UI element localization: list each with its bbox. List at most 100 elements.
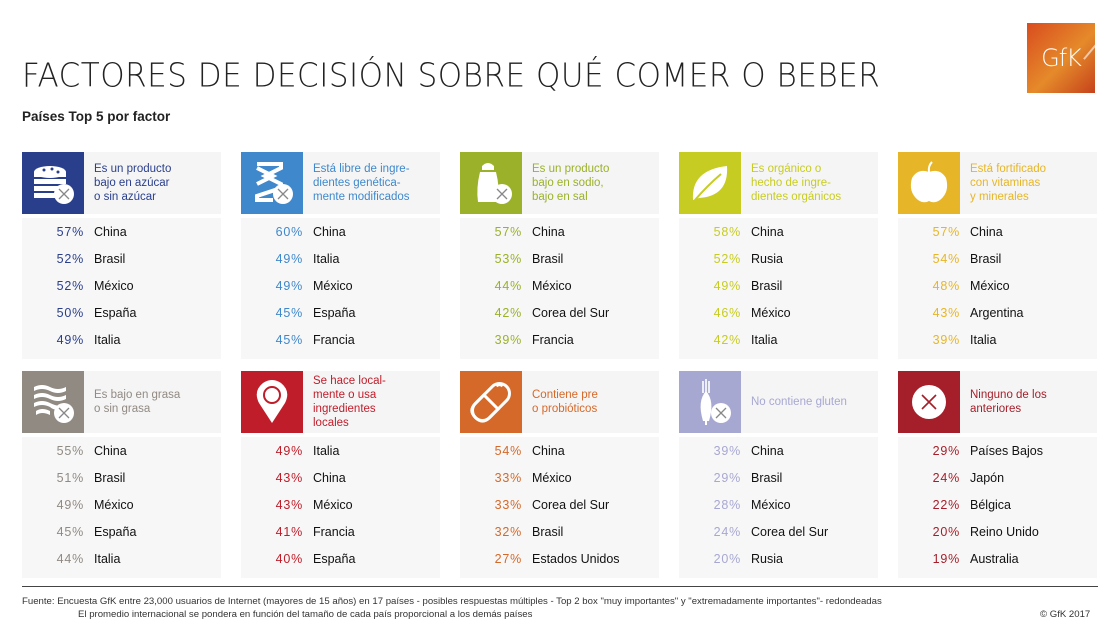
percentage-value: 44% [56,552,84,566]
percentage-value: 32% [494,525,522,539]
factor-header: Es un producto bajo en sodio, bajo en sa… [460,152,659,214]
ranking-row: 42% Italia [679,333,878,353]
percentage-value: 40% [275,552,303,566]
ranking-row: 49% Italia [22,333,221,353]
country-name: Corea del Sur [532,306,610,320]
factor-label: Es bajo en grasa o sin grasa [94,389,181,415]
country-name: México [970,279,1010,293]
percentage-value: 39% [713,444,741,458]
ranking-row: 20% Rusia [679,552,878,572]
percentage-value: 43% [275,498,303,512]
factor-header: Se hace local- mente o usa ingredientes … [241,371,440,433]
ranking-row: 50% España [22,306,221,326]
percentage-value: 58% [713,225,741,239]
country-name: Corea del Sur [532,498,610,512]
country-name: Rusia [751,252,783,266]
factor-label: Ninguno de los anteriores [970,389,1047,415]
percentage-value: 42% [713,333,741,347]
ranking-row: 42% Corea del Sur [460,306,659,326]
ranking-row: 24% Japón [898,471,1097,491]
ranking-row: 19% Australia [898,552,1097,572]
ranking-row: 46% México [679,306,878,326]
country-name: Italia [970,333,997,347]
ranking-row: 41% Francia [241,525,440,545]
factor-header: Ninguno de los anteriores [898,371,1097,433]
country-name: España [313,552,356,566]
bacon-no-fat-icon [22,371,84,433]
percentage-value: 27% [494,552,522,566]
percentage-value: 49% [275,279,303,293]
country-name: México [532,279,572,293]
factor-header: Contiene pre o probióticos [460,371,659,433]
percentage-value: 48% [932,279,960,293]
factor-label: Contiene pre o probióticos [532,389,598,415]
capsule-icon [460,371,522,433]
percentage-value: 49% [713,279,741,293]
ranking-row: 43% Argentina [898,306,1097,326]
ranking-row: 57% China [22,225,221,245]
percentage-value: 43% [275,471,303,485]
percentage-value: 50% [56,306,84,320]
page-subtitle: Países Top 5 por factor [22,109,171,124]
country-name: Reino Unido [970,525,1039,539]
ranking-row: 55% China [22,444,221,464]
ranking-row: 28% México [679,498,878,518]
ranking-row: 39% Italia [898,333,1097,353]
apple-icon [898,152,960,214]
country-name: México [313,498,353,512]
ranking-row: 29% Países Bajos [898,444,1097,464]
factor-header: Está libre de ingre- dientes genética- m… [241,152,440,214]
country-name: China [313,471,346,485]
page-title: FACTORES DE DECISIÓN SOBRE QUÉ COMER O B… [22,57,881,95]
percentage-value: 52% [56,279,84,293]
percentage-value: 29% [932,444,960,458]
country-name: España [94,306,137,320]
country-name: Brasil [94,471,126,485]
footer-divider [22,586,1098,587]
percentage-value: 42% [494,306,522,320]
percentage-value: 57% [932,225,960,239]
ranking-row: 54% Brasil [898,252,1097,272]
country-name: España [313,306,356,320]
location-pin-icon [241,371,303,433]
ranking-row: 53% Brasil [460,252,659,272]
factor-card: Está libre de ingre- dientes genética- m… [241,152,440,359]
percentage-value: 28% [713,498,741,512]
percentage-value: 57% [494,225,522,239]
percentage-value: 57% [56,225,84,239]
factor-ranking: 57% China 54% Brasil 48% México 43% Argentina 39… [898,218,1097,359]
country-name: Italia [94,333,121,347]
factor-card: Es orgánico o hecho de ingre- dientes or… [679,152,878,359]
ranking-row: 32% Brasil [460,525,659,545]
ranking-row: 40% España [241,552,440,572]
country-name: Francia [313,525,355,539]
ranking-row: 57% China [460,225,659,245]
percentage-value: 49% [275,252,303,266]
ranking-row: 58% China [679,225,878,245]
percentage-value: 39% [932,333,960,347]
ranking-row: 57% China [898,225,1097,245]
factor-ranking: 49% Italia 43% China 43% México 41% Francia 40% E… [241,437,440,578]
percentage-value: 43% [932,306,960,320]
ranking-row: 33% México [460,471,659,491]
cake-no-sugar-icon [22,152,84,214]
ranking-row: 49% Italia [241,252,440,272]
factor-label: Es un producto bajo en azúcar o sin azúc… [94,163,172,203]
ranking-row: 49% Italia [241,444,440,464]
country-name: China [313,225,346,239]
ranking-row: 49% Brasil [679,279,878,299]
percentage-value: 54% [494,444,522,458]
ranking-row: 51% Brasil [22,471,221,491]
country-name: México [313,279,353,293]
ranking-row: 44% México [460,279,659,299]
country-name: México [94,498,134,512]
country-name: Brasil [532,525,564,539]
percentage-value: 33% [494,498,522,512]
x-circle-icon [898,371,960,433]
dna-no-gmo-icon [241,152,303,214]
country-name: China [532,225,565,239]
factor-card: Está fortificado con vitaminas y mineral… [898,152,1097,359]
percentage-value: 45% [275,306,303,320]
ranking-row: 22% Bélgica [898,498,1097,518]
logo-text: GfK [1041,44,1082,72]
